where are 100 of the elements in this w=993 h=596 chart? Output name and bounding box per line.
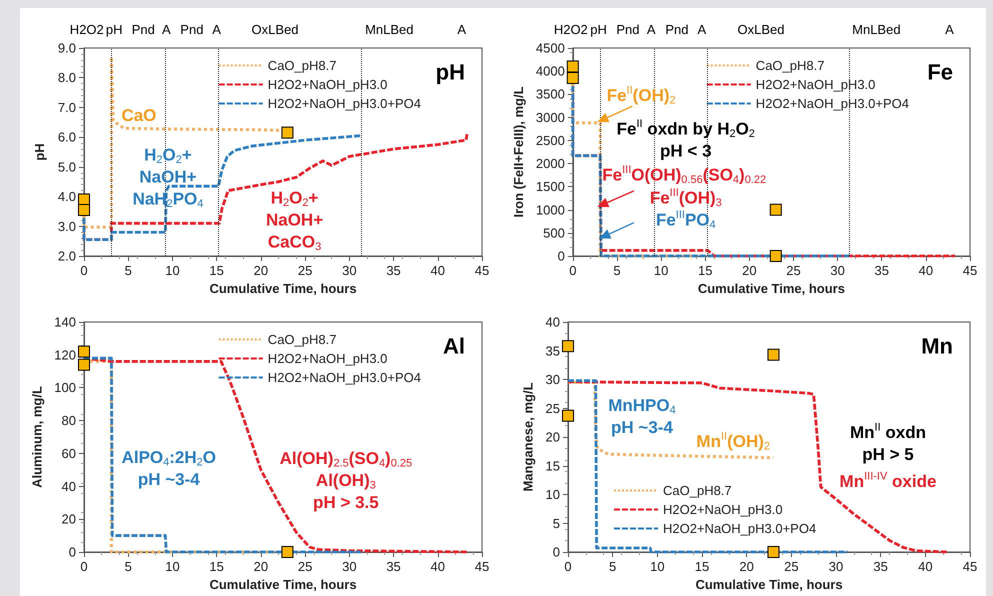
text: OxLBed: [737, 22, 784, 37]
x-tick-label: 35: [386, 559, 401, 574]
x-tick-label: 15: [694, 559, 710, 574]
x-tick-label: 20: [739, 559, 754, 574]
legend-label: CaO_pH8.7: [756, 58, 824, 73]
x-axis-title: Cumulative Time, hours: [695, 576, 843, 592]
x-tick-label: 25: [784, 559, 799, 574]
x-tick-label: 5: [124, 263, 132, 278]
y-axis-title: Aluminum, mg/L: [29, 386, 44, 488]
y-axis-title: Iron (FeII+FeIII), mg/L: [511, 86, 526, 218]
x-axis-title: Cumulative Time, hours: [209, 280, 357, 296]
x-tick-label: 20: [742, 263, 757, 278]
point: [566, 60, 579, 72]
text: MnLBed: [852, 22, 901, 37]
x-tick-label: 30: [342, 263, 357, 278]
text: A: [162, 22, 172, 37]
x-tick-label: 0: [80, 263, 88, 278]
text: OxLBed: [252, 22, 299, 37]
x-tick-label: 5: [613, 263, 621, 278]
line-series: [566, 380, 950, 554]
x-tick-label: 5: [124, 559, 132, 574]
x-tick-label: 30: [828, 559, 844, 574]
x-tick-label: 45: [962, 559, 978, 574]
y-tick-label: 15: [546, 458, 560, 474]
point: [770, 204, 782, 216]
legend-label: H2O2+NaOH_pH3.0: [663, 502, 783, 517]
y-tick-label: 500: [543, 225, 565, 240]
point: [78, 346, 90, 358]
x-tick-label: 25: [298, 263, 312, 278]
y-tick-label: 5.0: [58, 159, 76, 174]
y-tick-label: 20: [62, 512, 76, 527]
x-tick-label: 40: [430, 559, 446, 574]
text: A: [698, 22, 707, 37]
text: pH: [436, 60, 465, 84]
text: A: [457, 22, 466, 37]
x-axis-title: Cumulative Time, hours: [698, 280, 845, 296]
legend-label: CaO_pH8.7: [663, 483, 732, 498]
y-tick-label: 8.0: [58, 70, 76, 86]
text: H2O2: [70, 22, 104, 37]
y-tick-label: 0: [68, 544, 76, 560]
x-tick-label: 35: [386, 263, 401, 278]
x-tick-label: 0: [80, 559, 88, 574]
x-tick-label: 30: [830, 263, 845, 278]
x-tick-label: 20: [254, 559, 268, 574]
point: [562, 340, 574, 352]
text: Al: [443, 334, 465, 358]
y-tick-label: 1500: [536, 179, 565, 194]
point: [78, 204, 90, 216]
point: [281, 546, 294, 558]
annotation: CaO: [121, 106, 156, 125]
x-tick-label: 45: [474, 559, 490, 574]
x-tick-label: 45: [962, 263, 978, 278]
y-tick-label: 5: [552, 516, 560, 531]
x-tick-label: 35: [874, 263, 889, 278]
legend-label: H2O2+NaOH_pH3.0+PO4: [663, 521, 816, 536]
point: [770, 250, 782, 262]
x-tick-label: 25: [786, 263, 801, 278]
x-tick-label: 45: [474, 263, 490, 278]
text: A: [945, 22, 954, 37]
point: [767, 348, 780, 361]
y-tick-label: 25: [546, 400, 560, 416]
y-tick-label: 6.0: [58, 130, 76, 145]
y-tick-label: 4000: [536, 64, 565, 79]
y-tick-label: 3000: [536, 110, 565, 125]
x-tick-label: 15: [698, 263, 712, 278]
point: [767, 546, 780, 558]
y-tick-label: 120: [54, 347, 76, 362]
x-tick-label: 25: [298, 559, 312, 574]
text: A: [212, 22, 222, 37]
y-tick-label: 2500: [536, 132, 565, 148]
x-tick-label: 10: [650, 559, 665, 574]
text: pH: [590, 22, 607, 37]
y-tick-label: 2.0: [58, 248, 76, 264]
y-tick-label: 35: [546, 343, 560, 358]
text: Pnd: [180, 22, 204, 37]
x-tick-label: 30: [342, 559, 357, 574]
y-tick-label: 140: [54, 314, 76, 330]
legend-label: H2O2+NaOH_pH3.0: [268, 77, 388, 92]
x-tick-label: 40: [918, 559, 933, 574]
line-series: [566, 380, 775, 460]
y-tick-label: 0: [552, 544, 560, 560]
legend-label: CaO_pH8.7: [268, 332, 336, 347]
x-tick-label: 40: [430, 263, 446, 278]
y-tick-label: 40: [62, 478, 76, 494]
legend-label: H2O2+NaOH_pH3.0+PO4: [756, 96, 910, 111]
y-tick-label: 40: [546, 314, 560, 330]
x-tick-label: 10: [165, 559, 180, 574]
y-tick-label: 3500: [536, 86, 565, 102]
x-tick-label: 10: [165, 263, 180, 278]
legend-label: H2O2+NaOH_pH3.0+PO4: [268, 370, 422, 385]
text: H2O2: [554, 22, 588, 37]
y-tick-label: 4.0: [58, 189, 76, 204]
y-tick-label: 20: [546, 430, 560, 444]
y-axis-title: Manganese, mg/L: [520, 382, 536, 492]
text: Pnd: [616, 22, 640, 37]
legend-label: H2O2+NaOH_pH3.0: [756, 77, 876, 92]
text: A: [646, 22, 656, 37]
x-axis-title: Cumulative Time, hours: [209, 576, 357, 592]
x-tick-label: 15: [209, 263, 224, 278]
y-tick-label: 3.0: [58, 218, 76, 234]
